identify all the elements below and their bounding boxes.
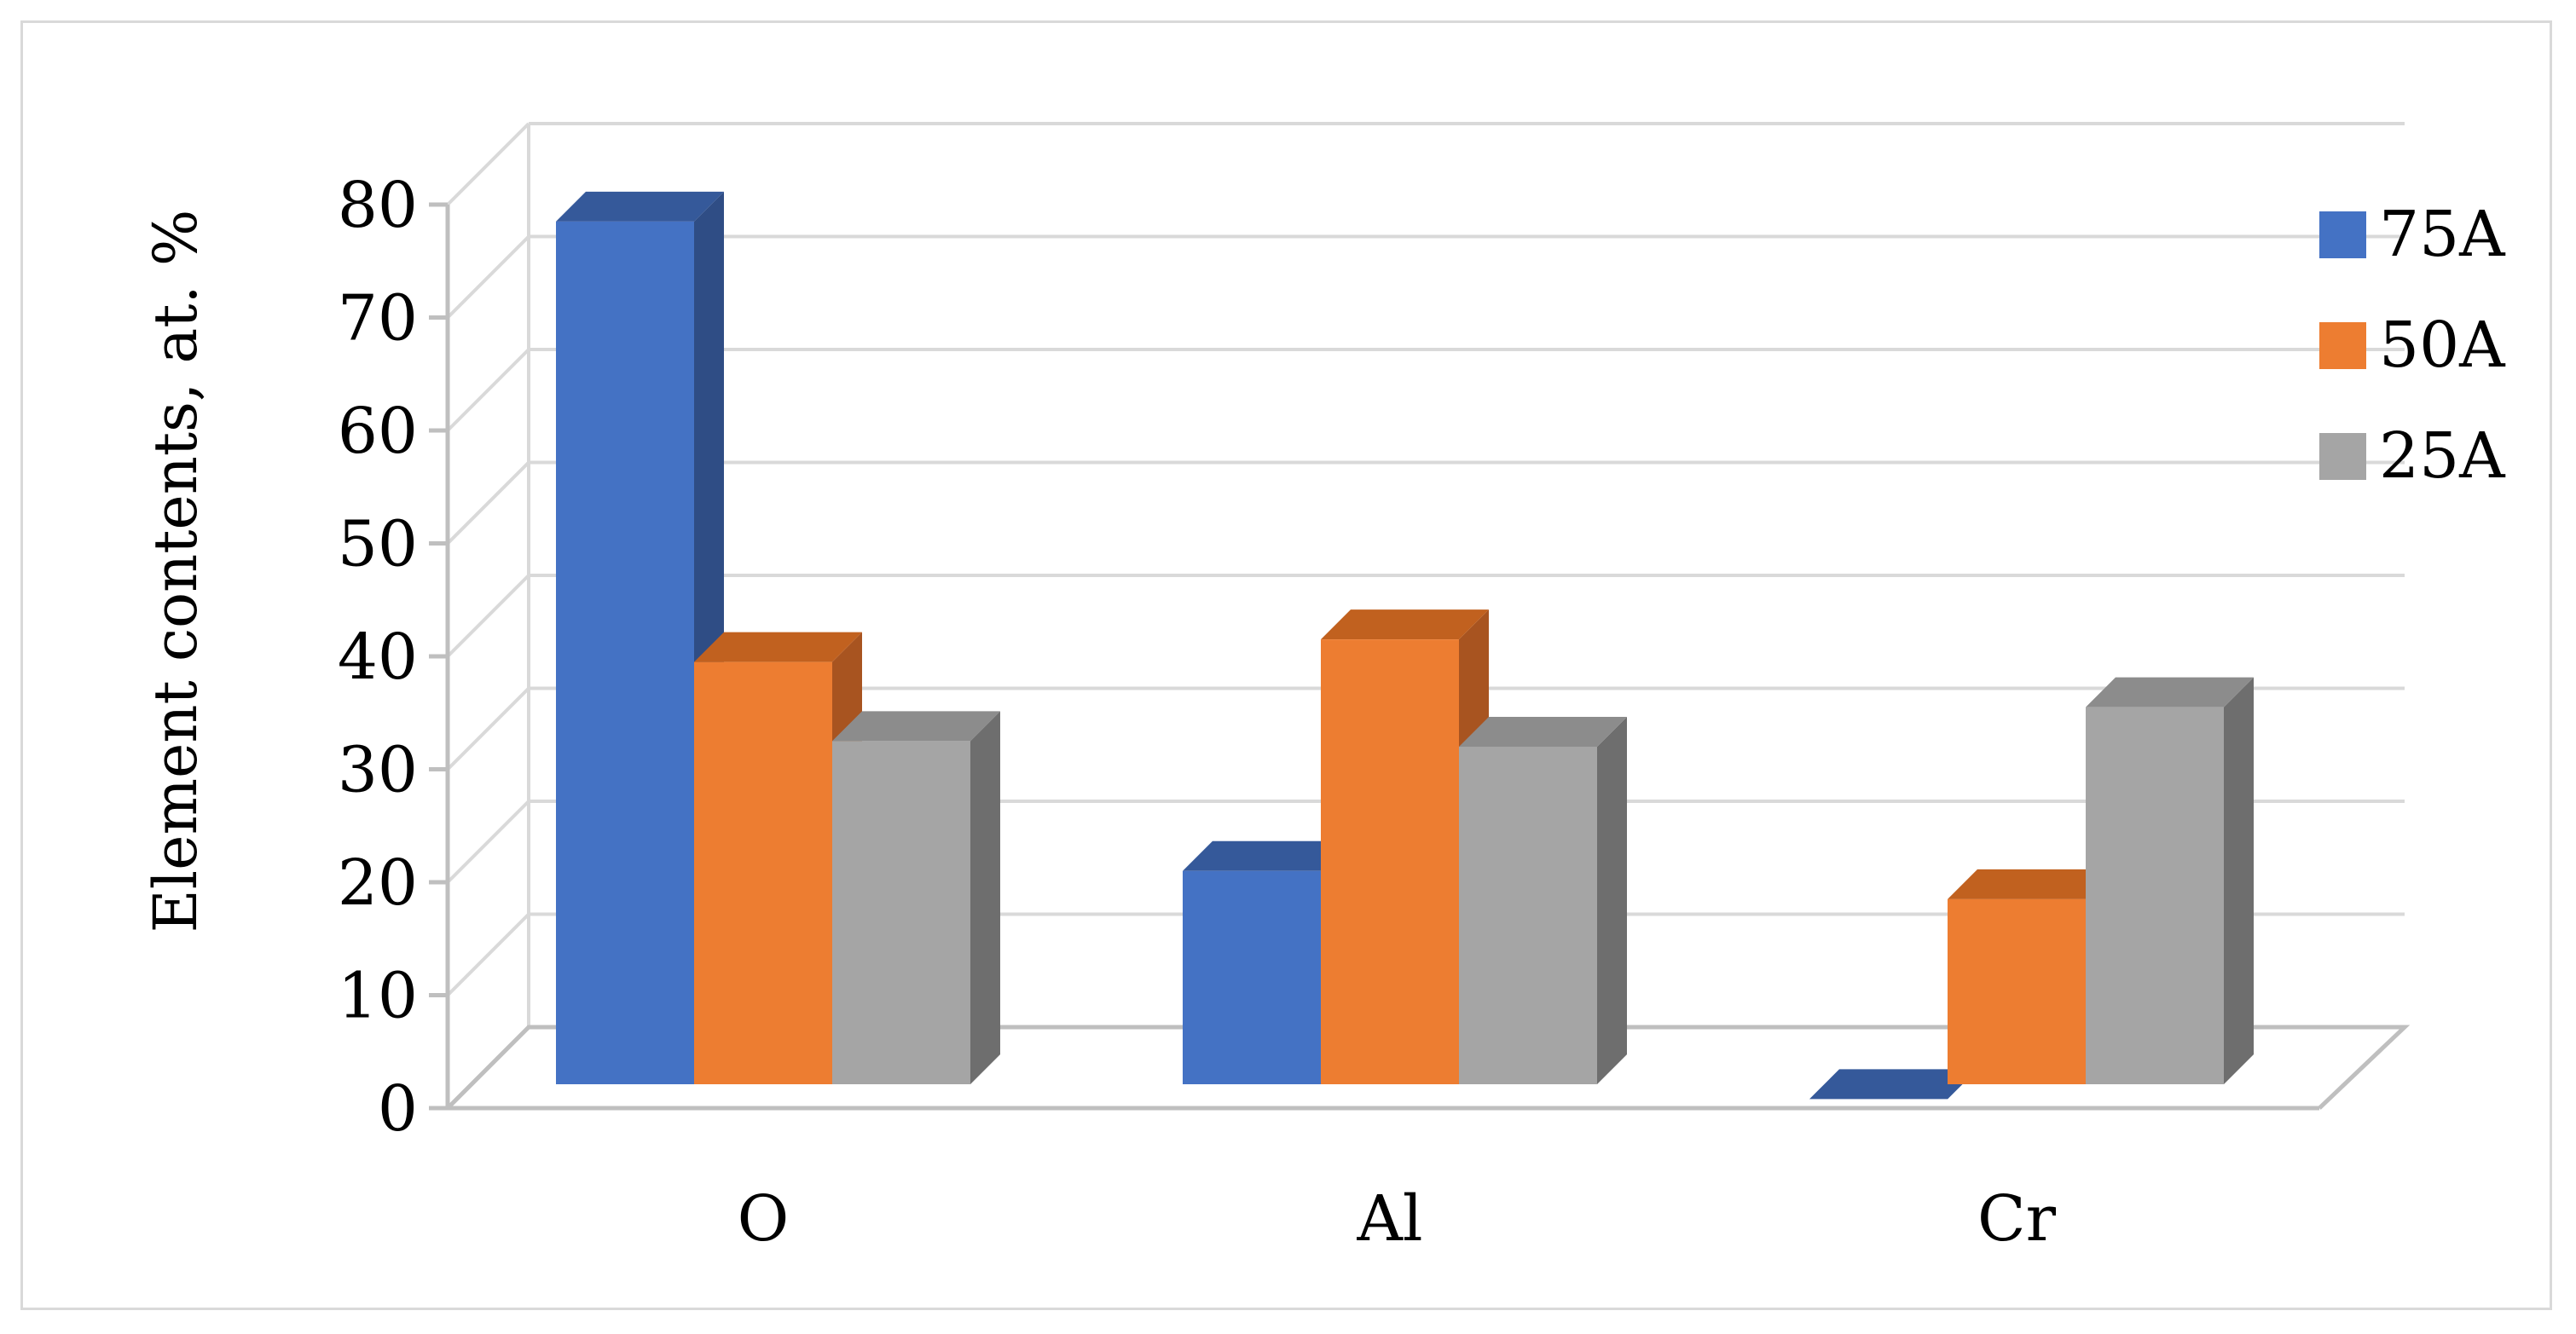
legend-swatch — [2319, 433, 2366, 480]
legend-label: 25A — [2379, 419, 2506, 493]
legend-swatch — [2319, 322, 2366, 369]
bar-top — [832, 711, 1000, 742]
y-axis-title: Element contents, at. % — [141, 210, 211, 933]
category-label: O — [738, 1182, 790, 1256]
bar-top — [1948, 869, 2116, 899]
bar-side — [970, 711, 1000, 1084]
y-tick-label: 70 — [338, 282, 418, 355]
category-label: Cr — [1977, 1182, 2057, 1256]
legend: 75A 50A 25A — [2319, 198, 2506, 493]
gridline-depth — [446, 800, 530, 884]
y-tick-label: 50 — [338, 508, 418, 581]
y-tick-label: 80 — [338, 169, 418, 242]
bar-25A-O — [832, 741, 970, 1084]
bar-top — [1321, 609, 1489, 640]
gridline-depth — [446, 574, 530, 658]
y-tick-label: 60 — [338, 395, 418, 468]
bar-75A-Al — [1183, 870, 1321, 1084]
y-tick-label: 10 — [338, 960, 418, 1033]
gridline-depth — [446, 461, 530, 545]
axis-layer: 0 10 20 30 40 50 60 70 80 — [338, 169, 2319, 1146]
y-tick-label: 40 — [338, 621, 418, 694]
legend-label: 75A — [2379, 198, 2506, 271]
bar-layer — [556, 191, 2254, 1100]
bar-50A-Cr — [1948, 898, 2086, 1084]
bar-25A-Cr — [2086, 707, 2224, 1084]
legend-swatch — [2319, 211, 2366, 258]
bar-top — [1459, 717, 1627, 747]
bar-50A-Al — [1321, 639, 1459, 1084]
bar-top — [694, 632, 862, 662]
bar-top — [1809, 1069, 1977, 1100]
gridline-depth — [446, 913, 530, 996]
label-layer: O Al Cr — [738, 1182, 2057, 1256]
bar-top — [556, 191, 724, 222]
bar-side — [1597, 717, 1627, 1084]
y-tick-label: 20 — [338, 846, 418, 920]
y-tick-label: 30 — [338, 734, 418, 807]
bar-50A-O — [694, 661, 832, 1084]
gridline-depth — [446, 348, 530, 432]
category-label: Al — [1356, 1182, 1422, 1256]
gridline-depth — [446, 122, 530, 206]
y-tick-label: 0 — [378, 1072, 418, 1146]
bar-side — [2224, 677, 2254, 1084]
gridline-depth — [446, 235, 530, 319]
bar-top — [1183, 840, 1351, 871]
bar-25A-Al — [1459, 747, 1597, 1084]
legend-label: 50A — [2379, 309, 2506, 382]
bar-top — [2086, 677, 2254, 707]
gridline-depth — [446, 687, 530, 771]
bar-75A-O — [556, 221, 694, 1084]
